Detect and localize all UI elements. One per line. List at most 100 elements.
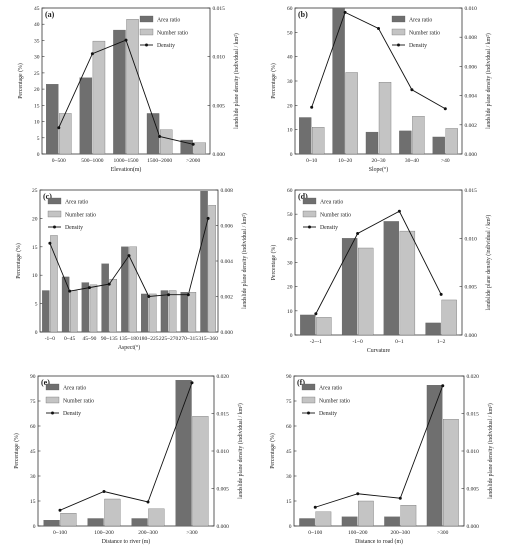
area-ratio-bar-8 <box>200 190 208 333</box>
density-point-0 <box>314 312 318 316</box>
y-tick-label: 90 <box>286 374 292 380</box>
number-ratio-bar-0 <box>60 513 77 527</box>
y2-axis-label: landslide plane density (individual / km… <box>241 213 248 309</box>
density-line <box>311 11 446 110</box>
y2-axis-label: landslide plane density (individual / km… <box>237 403 244 499</box>
y-tick-label: 10 <box>287 309 293 315</box>
legend: Area ratio Number ratio Density <box>391 15 440 49</box>
legend-number-label: Number ratio <box>65 213 96 219</box>
y-tick-label: 20 <box>32 216 38 222</box>
area-ratio-bar-4 <box>121 246 129 333</box>
x-tick-label: 0~500 <box>52 158 66 164</box>
x-tick-label: 1~2 <box>437 339 446 345</box>
x-tick-label: >2000 <box>186 158 200 164</box>
number-ratio-bar-3 <box>441 299 457 336</box>
y2-tick-label: 0.005 <box>465 285 478 291</box>
y-tick-label: 45 <box>34 6 40 12</box>
area-ratio-bar-1 <box>61 276 70 333</box>
area-ratio-bar-4 <box>432 136 445 155</box>
area-ratio-bar-2 <box>81 282 90 333</box>
y-tick-label: 25 <box>32 188 38 194</box>
density-point-1 <box>356 232 360 235</box>
area-ratio-bar-2 <box>383 221 400 336</box>
y-axis-label: Percentage (%) <box>15 243 22 279</box>
legend-number-swatch <box>45 396 60 404</box>
number-ratio-bar-6 <box>168 290 177 333</box>
y2-tick-label: 0.015 <box>465 188 478 194</box>
legend-area-swatch <box>301 383 316 391</box>
number-ratio-bar-1 <box>92 40 106 155</box>
y-tick-label: 50 <box>287 30 293 36</box>
legend-density-label: Density <box>319 411 337 417</box>
density-point-1 <box>356 492 360 496</box>
area-ratio-bar-3 <box>175 380 192 527</box>
y-tick-label: 0 <box>290 152 293 158</box>
y-tick-label: 30 <box>30 474 36 480</box>
y-tick-label: 40 <box>287 236 293 242</box>
density-point-2 <box>397 209 401 213</box>
density-point-5 <box>147 295 151 298</box>
number-ratio-bar-7 <box>188 292 197 333</box>
x-tick-label: 1500~2000 <box>147 158 172 164</box>
y2-tick-label: 0.004 <box>465 94 478 100</box>
y-tick-label: 30 <box>287 79 293 85</box>
area-ratio-bar-1 <box>87 518 104 527</box>
x-tick-label: 315~360 <box>198 336 218 342</box>
y2-tick-label: 0.000 <box>467 524 480 530</box>
y-axis-label: Percentage (%) <box>270 63 277 99</box>
y-tick-label: 30 <box>286 474 292 480</box>
x-tick-label: 1000~1500 <box>114 158 139 164</box>
x-tick-label: -1~0 <box>45 336 56 342</box>
legend-density-marker <box>308 225 311 229</box>
x-tick-label: 200~300 <box>391 530 411 536</box>
y-tick-label: 10 <box>287 128 293 134</box>
y-tick-label: 40 <box>34 22 40 28</box>
y-axis-label: Percentage (%) <box>270 245 277 281</box>
number-ratio-bar-0 <box>316 317 332 336</box>
y-tick-label: 60 <box>286 424 292 430</box>
x-tick-label: 0~10 <box>306 158 317 164</box>
y-tick-label: 20 <box>287 285 293 291</box>
legend: Area ratio Number ratio Density <box>301 383 350 417</box>
legend-number-swatch <box>139 28 154 36</box>
y2-tick-label: 0.015 <box>217 412 230 418</box>
x-tick-label: 100~200 <box>348 530 368 536</box>
panel-label: (d) <box>298 192 308 201</box>
area-ratio-bar-0 <box>43 520 60 527</box>
y-tick-label: 5 <box>37 136 40 142</box>
y2-tick-label: 0.015 <box>467 412 480 418</box>
x-tick-label: 20~30 <box>372 158 386 164</box>
legend-area-label: Area ratio <box>157 18 180 24</box>
density-point-2 <box>377 26 380 30</box>
chart-panel-f: 0 15 30 45 60 75 90 0.000 0.005 0.010 0.015 0.020 0~… <box>269 374 494 545</box>
y-axis-label: Percentage (%) <box>13 433 20 469</box>
area-ratio-bar-5 <box>141 293 149 333</box>
y-tick-label: 60 <box>287 188 293 194</box>
number-ratio-bar-1 <box>104 498 121 527</box>
area-ratio-bar-3 <box>425 322 441 336</box>
y2-tick-label: 0.002 <box>465 123 478 129</box>
y-tick-label: 20 <box>34 87 40 93</box>
number-ratio-bar-3 <box>412 116 425 155</box>
legend-area-label: Area ratio <box>409 18 432 24</box>
y-tick-label: 15 <box>286 499 292 505</box>
legend-density-marker <box>51 411 54 415</box>
x-tick-label: 90~135 <box>101 336 118 342</box>
legend-density-marker <box>397 43 400 47</box>
y2-tick-label: 0.010 <box>217 449 230 455</box>
area-ratio-bar-0 <box>300 314 316 336</box>
y2-axis-label: landslide plane density (individual / km… <box>233 33 240 129</box>
number-ratio-bar-1 <box>358 500 374 527</box>
number-ratio-bar-5 <box>149 293 157 333</box>
legend-density-label: Density <box>63 411 81 417</box>
number-ratio-bar-4 <box>129 246 137 333</box>
panel-label: (a) <box>45 10 55 19</box>
density-line <box>59 382 193 511</box>
y-tick-label: 25 <box>34 71 40 77</box>
y2-tick-label: 0.000 <box>465 152 478 158</box>
y-tick-label: 90 <box>30 374 36 380</box>
legend-area-swatch <box>45 383 60 391</box>
y-tick-label: 10 <box>34 120 40 126</box>
area-ratio-bar-0 <box>299 117 312 155</box>
x-axis-label: Distance to road (m) <box>355 538 403 545</box>
